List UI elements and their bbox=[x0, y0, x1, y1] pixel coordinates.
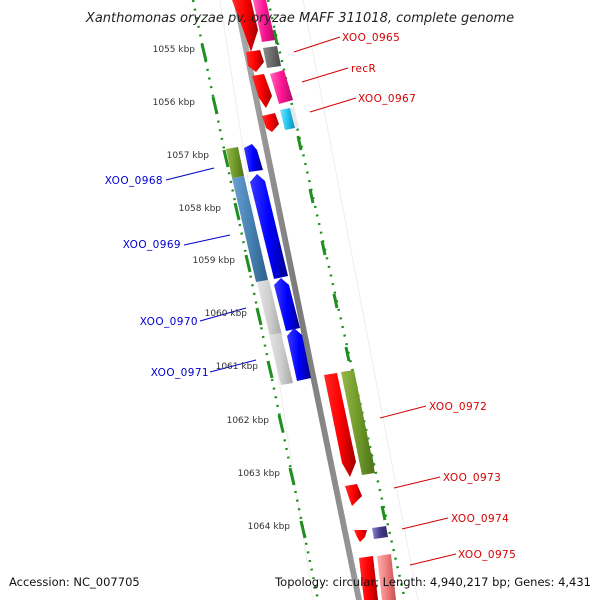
gene-light-feature[interactable] bbox=[290, 107, 299, 128]
leader-line-XOO_0973 bbox=[393, 476, 441, 489]
gene-salmon-box bbox=[377, 554, 396, 600]
ruler-tick bbox=[277, 414, 285, 433]
ruler-tick bbox=[233, 202, 241, 221]
ruler-tick bbox=[380, 505, 387, 521]
ruler-label: 1058 kbp bbox=[179, 204, 222, 214]
gene-arrow bbox=[324, 373, 356, 477]
gene-label-XOO_0975[interactable]: XOO_0975 bbox=[458, 549, 516, 561]
gene-silver-box bbox=[269, 333, 293, 385]
gene-XOO_0974[interactable] bbox=[354, 526, 388, 542]
gene-XOO_0971[interactable] bbox=[269, 328, 311, 385]
gene-arrow bbox=[274, 278, 300, 331]
ruler-tick bbox=[200, 43, 208, 62]
leader-line-XOO_0971 bbox=[209, 359, 257, 373]
ruler-tick bbox=[288, 467, 296, 486]
ruler-tick bbox=[244, 254, 252, 273]
gene-label-XOO_0968[interactable]: XOO_0968 bbox=[105, 175, 163, 187]
ruler-label: 1060 kbp bbox=[205, 309, 248, 319]
gene-label-XOO_0965[interactable]: XOO_0965 bbox=[342, 32, 400, 44]
gene-XOO_0968[interactable] bbox=[226, 144, 263, 178]
leader-line-recR bbox=[301, 67, 349, 83]
ruler-tick bbox=[272, 29, 279, 45]
leader-line-XOO_0968 bbox=[165, 167, 215, 181]
ruler-label: 1056 kbp bbox=[153, 98, 196, 108]
gene-label-XOO_0967[interactable]: XOO_0967 bbox=[358, 93, 416, 105]
gene-label-recR[interactable]: recR bbox=[351, 63, 376, 75]
leader-line-XOO_0967 bbox=[309, 97, 357, 113]
ruler-tick bbox=[344, 346, 351, 362]
track-edge-right bbox=[302, 0, 419, 601]
gene-olive-box bbox=[341, 370, 375, 475]
gene-arrow bbox=[252, 74, 272, 108]
gene-pink-feature[interactable] bbox=[253, 0, 275, 42]
ruler-label: 1055 kbp bbox=[153, 45, 196, 55]
gene-arrow bbox=[359, 556, 378, 600]
gene-label-XOO_0972[interactable]: XOO_0972 bbox=[429, 401, 487, 413]
gene-label-XOO_0970[interactable]: XOO_0970 bbox=[140, 316, 198, 328]
leader-line-XOO_0970 bbox=[199, 307, 247, 322]
map-title: Xanthomonas oryzae pv. oryzae MAFF 31101… bbox=[85, 11, 514, 26]
ruler-label: 1057 kbp bbox=[167, 151, 210, 161]
gene-slate-box bbox=[372, 526, 388, 539]
genome-summary-text: Topology: circular; Length: 4,940,217 bp… bbox=[274, 575, 591, 589]
leader-line-XOO_0974 bbox=[401, 517, 449, 530]
gene-XOO_0973[interactable] bbox=[345, 484, 362, 506]
gene-label-XOO_0973[interactable]: XOO_0973 bbox=[443, 472, 501, 484]
gene-XOO_0965[interactable] bbox=[232, 0, 264, 72]
ruler-tick bbox=[332, 293, 339, 309]
leader-line-XOO_0969 bbox=[183, 234, 231, 246]
gene-arrow bbox=[232, 0, 258, 52]
gene-label-XOO_0974[interactable]: XOO_0974 bbox=[451, 513, 509, 525]
leader-line-XOO_0972 bbox=[379, 405, 427, 419]
ruler-tick bbox=[320, 240, 327, 256]
gene-XOO_0972[interactable] bbox=[324, 370, 375, 477]
gene-cyan-feature[interactable] bbox=[280, 108, 295, 130]
gene-label-XOO_0971[interactable]: XOO_0971 bbox=[151, 367, 209, 379]
ruler-label: 1061 kbp bbox=[216, 362, 259, 372]
ruler-label: 1062 kbp bbox=[227, 416, 270, 426]
ruler-label: 1064 kbp bbox=[248, 522, 291, 532]
gene-recR[interactable] bbox=[252, 74, 279, 132]
gene-olive-box bbox=[226, 147, 244, 178]
accession-text: Accession: NC_007705 bbox=[9, 575, 140, 589]
gene-arrow bbox=[250, 174, 288, 279]
gene-arrow bbox=[345, 484, 362, 506]
gene-arrow bbox=[244, 144, 263, 172]
gene-label-XOO_0969[interactable]: XOO_0969 bbox=[123, 239, 181, 251]
ruler-label: 1063 kbp bbox=[238, 469, 281, 479]
gene-XOO_0970[interactable] bbox=[257, 278, 300, 337]
ruler-dotted-line-left bbox=[191, 0, 320, 601]
ruler-ticks-left bbox=[200, 43, 307, 539]
leader-line-XOO_0975 bbox=[409, 553, 457, 566]
ruler-tick bbox=[211, 96, 219, 115]
gene-XOO_0975[interactable] bbox=[359, 554, 396, 600]
gene-arrow bbox=[354, 530, 367, 542]
gene-pink-feature[interactable] bbox=[270, 70, 293, 104]
ruler-tick bbox=[222, 149, 230, 168]
ruler-label: 1059 kbp bbox=[193, 256, 236, 266]
gene-silver-box bbox=[257, 280, 282, 337]
gene-arrow bbox=[287, 328, 311, 381]
ruler-tick bbox=[308, 188, 315, 204]
gene-steel-box bbox=[232, 176, 268, 282]
ruler-tick bbox=[296, 135, 303, 151]
gene-XOO_0969[interactable] bbox=[232, 174, 288, 282]
leader-line-XOO_0965 bbox=[293, 36, 341, 53]
gene-gray-feature[interactable] bbox=[263, 46, 281, 68]
genome-backbone bbox=[233, 0, 362, 600]
gene-arrow bbox=[262, 113, 279, 132]
ruler-tick bbox=[299, 520, 307, 539]
ruler-tick bbox=[266, 360, 274, 379]
ruler-tick bbox=[255, 307, 263, 326]
gene-arrow bbox=[246, 50, 264, 72]
